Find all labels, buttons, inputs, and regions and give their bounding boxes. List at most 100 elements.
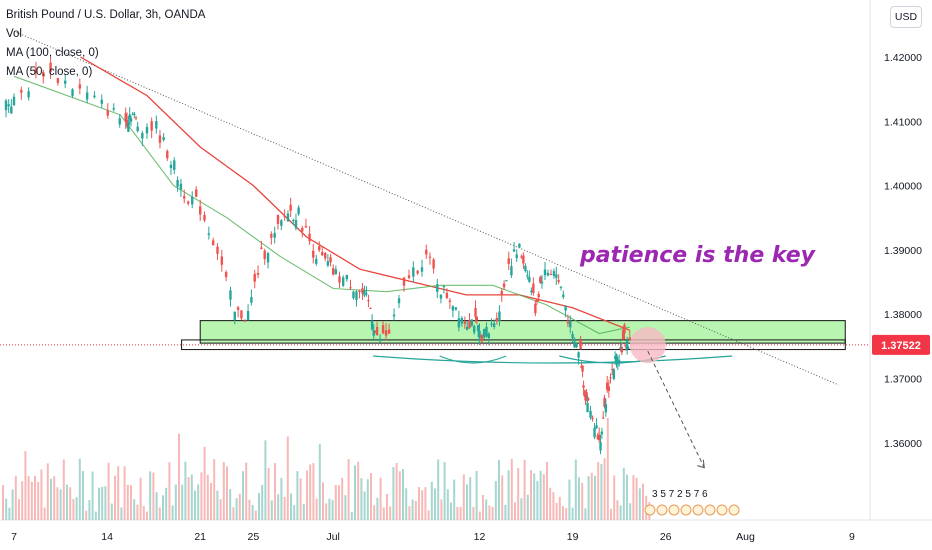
candle-body: [584, 396, 587, 401]
volume-bar: [312, 463, 315, 520]
volume-bar: [350, 511, 353, 520]
volume-bar: [152, 472, 155, 520]
candle-body: [158, 135, 162, 143]
legend-ma100[interactable]: MA (100, close, 0): [6, 47, 99, 59]
volume-bar: [254, 510, 257, 520]
candle-body: [150, 121, 153, 131]
volume-bar: [203, 446, 206, 520]
candle-body: [615, 354, 618, 362]
volume-bar: [411, 499, 414, 520]
candle-body: [280, 220, 283, 226]
candle-body: [478, 330, 481, 339]
volume-bar: [213, 459, 216, 520]
candle-body: [420, 267, 424, 272]
candle-body: [56, 78, 60, 83]
volume-bar: [14, 475, 17, 520]
x-tick-label: 9: [849, 531, 855, 543]
candle-body: [124, 113, 127, 122]
candle-body: [601, 417, 605, 419]
candle-body: [93, 95, 96, 98]
candle-body: [203, 214, 206, 221]
volume-bar: [488, 505, 491, 520]
legend-title[interactable]: British Pound / U.S. Dollar, 3h, OANDA: [6, 9, 206, 21]
volume-bar: [219, 499, 222, 520]
candle-body: [370, 320, 374, 330]
volume-bar: [568, 479, 571, 520]
candle-body: [562, 294, 565, 298]
volume-bar: [53, 476, 56, 520]
candle-body: [520, 256, 523, 258]
volume-bar: [94, 511, 97, 520]
volume-bar: [30, 481, 33, 520]
candle-body: [361, 288, 364, 294]
candle-body: [297, 207, 300, 215]
candle-body: [564, 306, 567, 311]
volume-bar: [126, 484, 129, 520]
candle-body: [233, 311, 236, 320]
volume-bar: [590, 472, 593, 520]
event-icon: [656, 504, 668, 516]
volume-bar: [626, 474, 628, 520]
candle-body: [315, 258, 318, 264]
candle-body: [49, 62, 52, 72]
candle-body: [587, 398, 590, 400]
candle-body: [250, 297, 253, 303]
legend-vol[interactable]: Vol: [6, 28, 22, 40]
candle-body: [378, 338, 382, 342]
candle-body: [445, 292, 449, 298]
volume-bar: [613, 475, 616, 520]
event-icon: [704, 504, 716, 516]
event-icon: [644, 504, 656, 516]
volume-bar: [325, 503, 328, 520]
candle-body: [4, 100, 8, 111]
volume-bar: [440, 499, 443, 520]
volume-bar: [261, 484, 264, 520]
volume-bar: [190, 474, 193, 520]
currency-button[interactable]: USD: [890, 6, 922, 28]
candle-body: [318, 246, 321, 251]
volume-bar: [334, 484, 337, 520]
candle-body: [603, 397, 606, 407]
volume-bar: [552, 492, 555, 520]
candle-body: [598, 434, 601, 441]
candle-body: [607, 386, 611, 392]
volume-bar: [629, 503, 632, 520]
legend-ma50[interactable]: MA (50, close, 0): [6, 66, 93, 78]
candle-body: [112, 108, 115, 110]
candle-body: [532, 283, 535, 293]
candle-body: [575, 344, 578, 348]
candle-body: [246, 311, 250, 321]
candle-body: [591, 417, 594, 419]
candle-body: [7, 104, 10, 107]
volume-bar: [328, 498, 331, 520]
candle-body: [470, 319, 474, 326]
volume-bar: [574, 459, 577, 520]
y-tick-label: 1.40000: [884, 181, 922, 193]
volume-bar: [114, 475, 116, 520]
candle-body: [495, 317, 498, 322]
volume-bar: [395, 463, 398, 520]
candle-body: [604, 404, 608, 413]
candle-body: [270, 233, 273, 238]
candle-body: [480, 335, 484, 342]
candle-body: [387, 329, 391, 334]
volume-bar: [642, 483, 644, 520]
candle-body: [623, 324, 626, 334]
candle-body: [454, 307, 458, 310]
candle-body: [27, 91, 30, 98]
volume-bar: [56, 487, 59, 520]
trendline: [13, 30, 839, 386]
volume-bar: [523, 459, 526, 520]
volume-bar: [405, 488, 408, 520]
volume-bar: [98, 487, 100, 520]
event-icons: [644, 504, 740, 516]
candle-body: [599, 442, 602, 451]
candle-body: [557, 280, 560, 282]
candle-body: [432, 259, 435, 269]
candle-body: [569, 320, 572, 328]
resistance-zone: [199, 320, 846, 344]
candle-body: [187, 201, 190, 204]
volume-bar: [398, 471, 401, 520]
volume-bar: [280, 477, 283, 520]
